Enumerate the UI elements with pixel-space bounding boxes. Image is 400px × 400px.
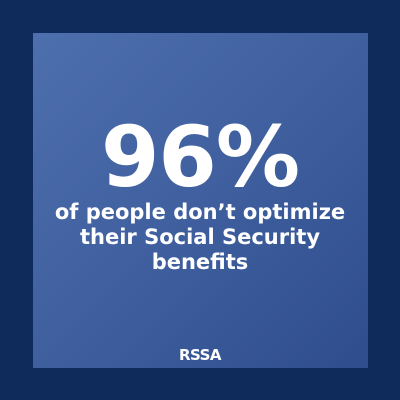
headline: 96% [100, 108, 300, 206]
subtext-line: their Social Security [79, 225, 321, 249]
panel [33, 33, 368, 368]
subtext-line: of people don’t optimize [54, 200, 346, 224]
logo: RSSA [178, 346, 222, 364]
subtext-line: benefits [151, 250, 249, 274]
subtext: of people don’t optimize their Social Se… [0, 200, 400, 275]
